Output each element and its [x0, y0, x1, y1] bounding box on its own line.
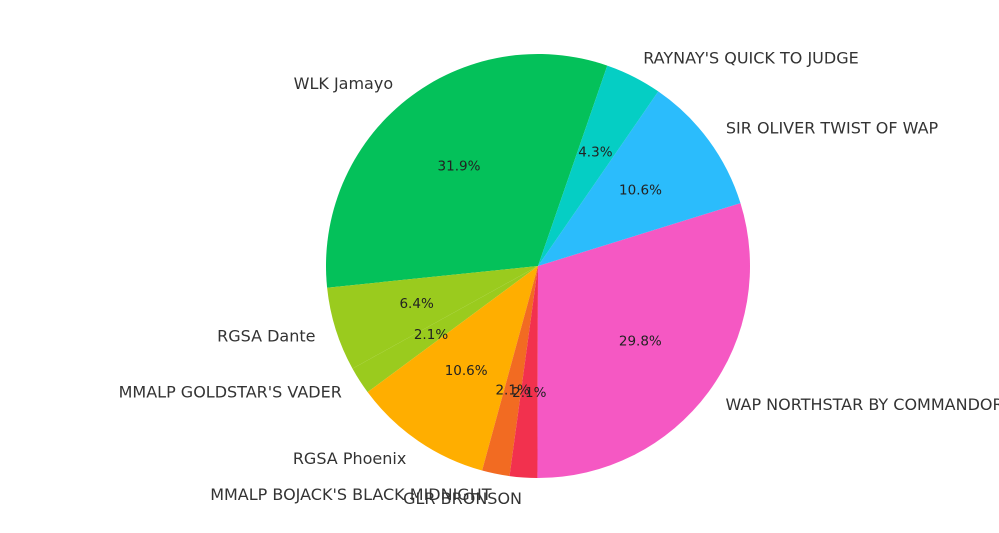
- slice-label-wap-northstar-by-commandor: WAP NORTHSTAR BY COMMANDOR: [726, 395, 999, 414]
- pie-slice-rgsa-dante: [327, 266, 538, 369]
- slice-label-raynay-s-quick-to-judge: RAYNAY'S QUICK TO JUDGE: [643, 48, 859, 67]
- pct-label-glr-bronson: 2.1%: [512, 385, 546, 401]
- pct-label-mmalp-bojack-s-black-midnight: 2.1%: [495, 383, 529, 399]
- pct-label-sir-oliver-twist-of-wap: 10.6%: [619, 183, 662, 199]
- slice-label-glr-bronson: GLR BRONSON: [403, 489, 522, 508]
- slice-label-rgsa-dante: RGSA Dante: [217, 326, 315, 345]
- pie-slice-mmalp-goldstar-s-vader: [352, 266, 538, 393]
- pie-slice-mmalp-bojack-s-black-midnight: [482, 266, 538, 477]
- pie-slice-wap-northstar-by-commandor: [537, 203, 751, 479]
- slice-label-rgsa-phoenix: RGSA Phoenix: [293, 449, 406, 468]
- slice-labels: WLK Jamayo RGSA Dante MMALP GOLDSTAR'S VAD…: [119, 48, 999, 508]
- pct-label-raynay-s-quick-to-judge: 4.3%: [578, 144, 612, 160]
- pie-slice-rgsa-phoenix: [367, 266, 538, 471]
- pct-label-rgsa-dante: 6.4%: [399, 296, 433, 312]
- pct-label-rgsa-phoenix: 10.6%: [445, 363, 488, 379]
- pie-slice-wlk-jamayo: [326, 53, 608, 288]
- pie-slice-sir-oliver-twist-of-wap: [538, 91, 741, 266]
- pct-label-wap-northstar-by-commandor: 29.8%: [619, 334, 662, 350]
- pct-label-wlk-jamayo: 31.9%: [438, 158, 481, 174]
- slice-label-wlk-jamayo: WLK Jamayo: [294, 74, 393, 93]
- pct-label-mmalp-goldstar-s-vader: 2.1%: [414, 327, 448, 343]
- pie-slice-glr-bronson: [509, 266, 538, 478]
- percentage-labels: 31.9%6.4%2.1%10.6%2.1%2.1%29.8%10.6%4.3%: [399, 144, 662, 400]
- slice-label-mmalp-goldstar-s-vader: MMALP GOLDSTAR'S VADER: [119, 383, 342, 402]
- pie-slices: [326, 53, 751, 479]
- pie-slice-raynay-s-quick-to-judge: [538, 65, 659, 266]
- slice-label-sir-oliver-twist-of-wap: SIR OLIVER TWIST OF WAP: [726, 118, 939, 137]
- slice-label-mmalp-bojack-s-black-midnight: MMALP BOJACK'S BLACK MIDNIGHT: [210, 485, 492, 504]
